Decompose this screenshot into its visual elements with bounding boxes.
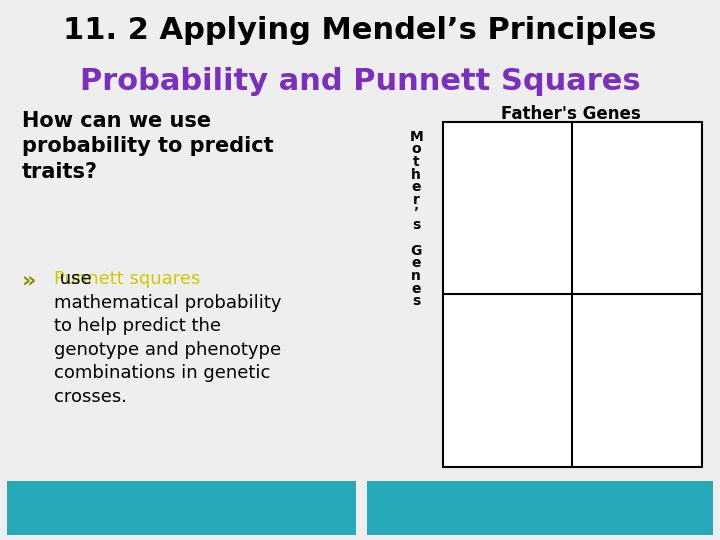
Bar <box>443 122 702 467</box>
Text: Punnett squares: Punnett squares <box>54 270 200 288</box>
Bar <box>367 481 713 535</box>
Bar <box>7 481 356 535</box>
Text: 11. 2 Applying Mendel’s Principles: 11. 2 Applying Mendel’s Principles <box>63 16 657 45</box>
Text: use
mathematical probability
to help predict the
genotype and phenotype
combinat: use mathematical probability to help pre… <box>54 270 282 406</box>
Bar <box>443 122 702 467</box>
Text: Probability and Punnett Squares: Probability and Punnett Squares <box>80 68 640 97</box>
Text: M
o
t
h
e
r
’
s
 
G
e
n
e
s: M o t h e r ’ s G e n e s <box>409 130 423 308</box>
Text: How can we use
probability to predict
traits?: How can we use probability to predict tr… <box>22 111 273 182</box>
Text: »: » <box>22 270 36 290</box>
Text: Father's Genes: Father's Genes <box>501 105 641 123</box>
